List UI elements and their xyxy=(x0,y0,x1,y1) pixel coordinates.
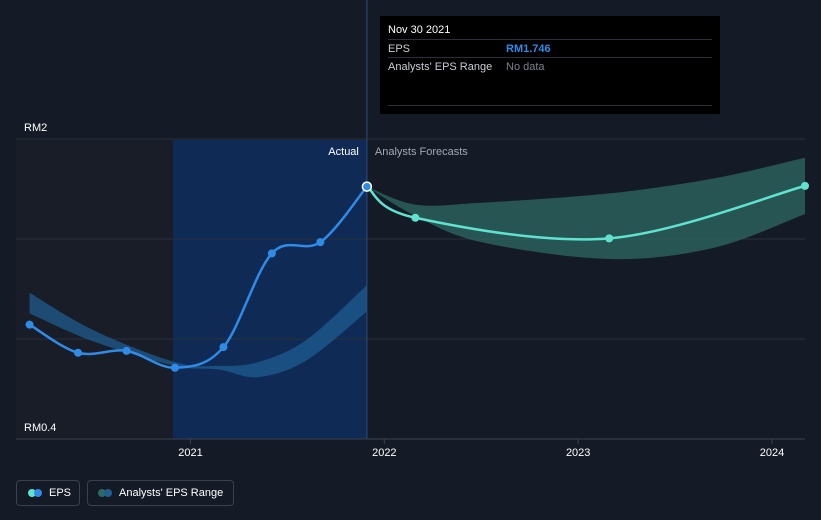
y-label-bottom: RM0.4 xyxy=(24,422,56,434)
point-actual-0 xyxy=(25,320,34,329)
point-forecast-1 xyxy=(411,213,420,222)
eps-points[interactable] xyxy=(25,181,809,372)
point-actual-5 xyxy=(267,249,276,258)
point-actual-6 xyxy=(316,238,325,247)
legend-range-button[interactable]: Analysts' EPS Range xyxy=(87,480,234,506)
actual-label: Actual xyxy=(328,146,359,158)
point-forecast-2 xyxy=(605,234,614,243)
point-actual-2 xyxy=(122,346,131,355)
eps-legend-icon xyxy=(28,489,42,497)
eps-range-bands xyxy=(29,157,805,378)
tooltip-eps-row: EPS RM1.746 xyxy=(388,39,712,57)
x-axis-ticks: 2021 2022 2023 2024 xyxy=(178,439,784,459)
legend-range-label: Analysts' EPS Range xyxy=(119,487,224,499)
eps-chart: RM2 RM0.4 Actual Analysts Forecasts 2021… xyxy=(16,0,809,459)
tooltip-divider xyxy=(388,105,712,106)
range-band-actual xyxy=(29,285,367,378)
tooltip-eps-label: EPS xyxy=(388,43,411,55)
point-actual-3 xyxy=(170,363,179,372)
line-forecast xyxy=(366,184,806,241)
point-actual-4 xyxy=(219,343,228,352)
x-tick-label-2022: 2022 xyxy=(372,447,396,459)
tooltip: Nov 30 2021 EPS RM1.746 Analysts' EPS Ra… xyxy=(380,16,720,114)
tooltip-range-row: Analysts' EPS Range No data xyxy=(388,57,712,75)
range-legend-icon xyxy=(98,489,112,497)
point-forecast-3 xyxy=(801,181,809,190)
actual-highlight xyxy=(173,140,367,439)
forecast-label: Analysts Forecasts xyxy=(375,146,468,158)
x-tick-label-2023: 2023 xyxy=(566,447,590,459)
tooltip-range-value: No data xyxy=(506,61,545,73)
range-band-forecast xyxy=(366,157,805,260)
legend-eps-button[interactable]: EPS xyxy=(16,480,80,506)
legend-eps-label: EPS xyxy=(49,487,72,499)
tooltip-date: Nov 30 2021 xyxy=(388,24,451,36)
point-actual-1 xyxy=(74,348,83,357)
past-shade xyxy=(16,140,190,439)
y-label-top: RM2 xyxy=(24,122,47,134)
x-tick-label-2021: 2021 xyxy=(178,447,202,459)
tooltip-range-label: Analysts' EPS Range xyxy=(388,61,493,73)
point-actual-7 xyxy=(361,181,373,192)
x-tick-label-2024: 2024 xyxy=(760,447,784,459)
tooltip-eps-value: RM1.746 xyxy=(506,43,551,55)
